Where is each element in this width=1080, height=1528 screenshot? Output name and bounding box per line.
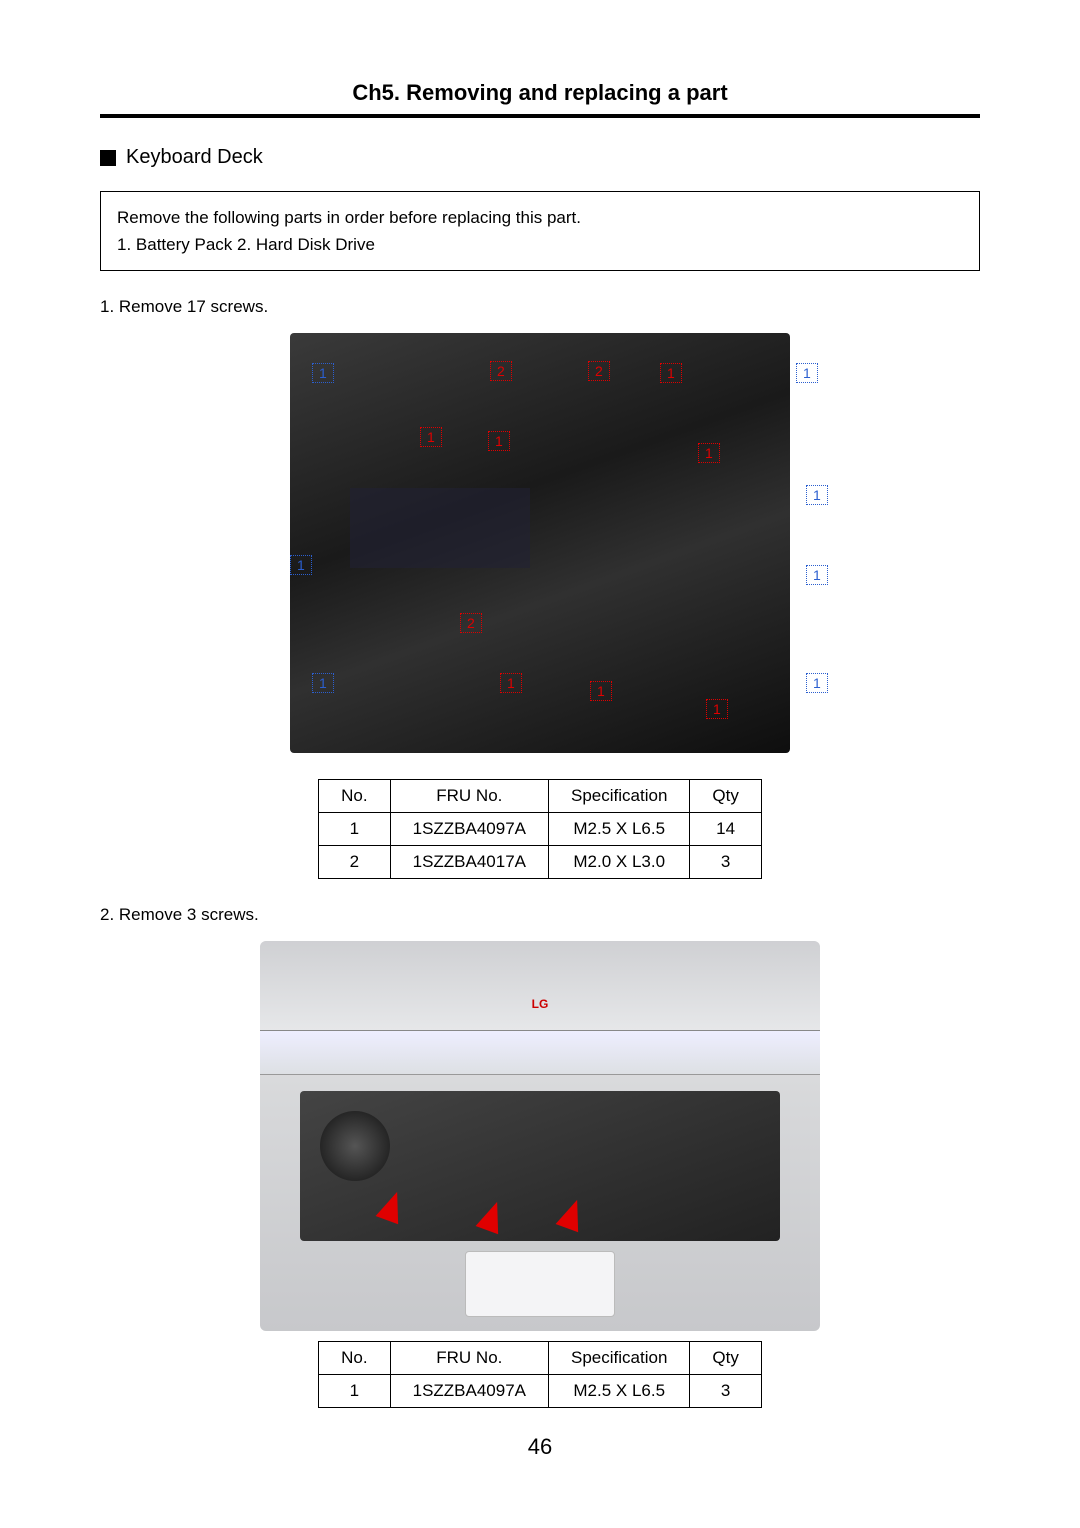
laptop-hinge-bar: [260, 1031, 820, 1075]
chapter-title: Ch5. Removing and replacing a part: [100, 80, 980, 106]
section-heading: Keyboard Deck: [100, 146, 980, 169]
screw-callout: 2: [490, 361, 512, 381]
table-cell: M2.5 X L6.5: [549, 813, 690, 846]
laptop-lid: [260, 941, 820, 1031]
table-header-cell: Specification: [549, 780, 690, 813]
table-row: 11SZZBA4097AM2.5 X L6.53: [319, 1375, 762, 1408]
touchpad: [465, 1251, 615, 1317]
table-header-cell: FRU No.: [390, 1342, 548, 1375]
table-header-cell: FRU No.: [390, 780, 548, 813]
table-cell: 1SZZBA4017A: [390, 846, 548, 879]
table-header-cell: No.: [319, 1342, 390, 1375]
table-row: 21SZZBA4017AM2.0 X L3.03: [319, 846, 762, 879]
screw-callout: 2: [588, 361, 610, 381]
table-cell: 3: [690, 846, 761, 879]
page-root: Ch5. Removing and replacing a part Keybo…: [0, 0, 1080, 1500]
lg-logo: LG: [532, 997, 549, 1011]
step2-figure: LG: [220, 941, 860, 1331]
screw-callout: 1: [488, 431, 510, 451]
table-cell: 1SZZBA4097A: [390, 1375, 548, 1408]
screw-callout: 1: [806, 673, 828, 693]
step1-text: 1. Remove 17 screws.: [100, 297, 980, 317]
table-cell: M2.5 X L6.5: [549, 1375, 690, 1408]
table-cell: 3: [690, 1375, 761, 1408]
table-cell: 1: [319, 813, 390, 846]
step2-table: No.FRU No.SpecificationQty 11SZZBA4097AM…: [318, 1341, 762, 1408]
screw-callout: 1: [312, 673, 334, 693]
screw-callout: 1: [290, 555, 312, 575]
cpu-fan-icon: [320, 1111, 390, 1181]
prerequisite-box: Remove the following parts in order befo…: [100, 191, 980, 271]
page-number: 46: [100, 1434, 980, 1460]
table-header-cell: Qty: [690, 780, 761, 813]
screw-callout: 1: [660, 363, 682, 383]
table-cell: 14: [690, 813, 761, 846]
table-cell: 1SZZBA4097A: [390, 813, 548, 846]
laptop-bottom-photo: [290, 333, 790, 753]
screw-callout: 1: [806, 485, 828, 505]
screw-callout: 1: [806, 565, 828, 585]
screw-callout: 2: [460, 613, 482, 633]
table-header-cell: Specification: [549, 1342, 690, 1375]
table-header-cell: Qty: [690, 1342, 761, 1375]
table-cell: 2: [319, 846, 390, 879]
screw-callout: 1: [420, 427, 442, 447]
screw-callout: 1: [698, 443, 720, 463]
prereq-line-1: Remove the following parts in order befo…: [117, 204, 963, 231]
section-title: Keyboard Deck: [126, 146, 263, 169]
laptop-top-open-photo: LG: [260, 941, 820, 1331]
screw-callout: 1: [590, 681, 612, 701]
table-cell: 1: [319, 1375, 390, 1408]
title-rule: [100, 114, 980, 118]
step2-text: 2. Remove 3 screws.: [100, 905, 980, 925]
square-bullet-icon: [100, 150, 116, 166]
table-row: 11SZZBA4097AM2.5 X L6.514: [319, 813, 762, 846]
screw-callout: 1: [706, 699, 728, 719]
step1-table: No.FRU No.SpecificationQty 11SZZBA4097AM…: [318, 779, 762, 879]
table-header-cell: No.: [319, 780, 390, 813]
screw-callout: 1: [312, 363, 334, 383]
prereq-line-2: 1. Battery Pack 2. Hard Disk Drive: [117, 231, 963, 258]
screw-callout: 1: [500, 673, 522, 693]
table-cell: M2.0 X L3.0: [549, 846, 690, 879]
step1-figure: 1 2 2 1 1 1 1 1 1 1 1 2 1 1 1 1 1: [220, 333, 860, 773]
screw-callout: 1: [796, 363, 818, 383]
